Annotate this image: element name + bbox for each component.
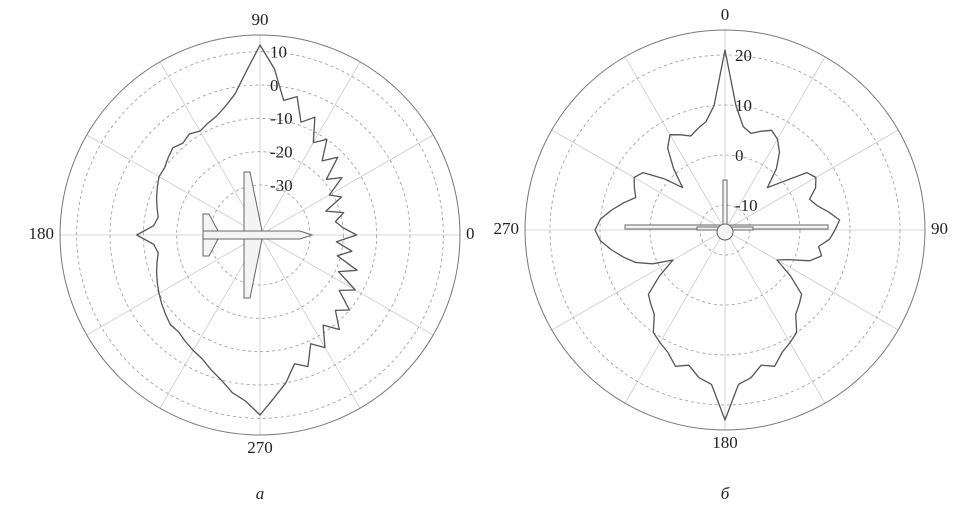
r-tick-label: 20: [735, 46, 752, 65]
theta-tick-label: 90: [252, 10, 269, 29]
spoke: [725, 230, 898, 330]
spoke: [260, 235, 433, 335]
theta-tick-label: 270: [247, 438, 273, 457]
r-tick-label: 0: [735, 146, 744, 165]
spoke: [725, 130, 898, 230]
spoke: [87, 235, 260, 335]
theta-tick-label: 180: [29, 224, 55, 243]
r-tick-label: -20: [270, 143, 293, 162]
spoke: [725, 230, 825, 403]
theta-tick-label: 0: [721, 5, 730, 24]
r-tick-label: -10: [735, 196, 758, 215]
spoke: [625, 230, 725, 403]
spoke: [625, 57, 725, 230]
r-tick-label: 10: [270, 43, 287, 62]
r-tick-label: -30: [270, 176, 293, 195]
subfigure-label: а: [256, 484, 265, 503]
r-tick-label: -10: [270, 109, 293, 128]
theta-tick-label: 90: [931, 219, 948, 238]
theta-tick-label: 180: [712, 433, 738, 452]
spoke: [552, 230, 725, 330]
figure: -30-20-10010090180270а-1001020090180270б: [0, 0, 961, 511]
aircraft-top-view: [203, 172, 312, 298]
theta-tick-label: 0: [466, 224, 475, 243]
spoke: [87, 135, 260, 235]
theta-tick-label: 270: [494, 219, 520, 238]
spoke: [552, 130, 725, 230]
subfigure-label: б: [721, 484, 730, 503]
